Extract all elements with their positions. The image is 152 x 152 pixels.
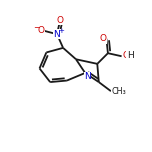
Text: −: − <box>34 24 40 33</box>
Text: O: O <box>100 34 107 43</box>
Text: N: N <box>84 72 91 81</box>
Text: O: O <box>122 51 129 60</box>
Text: CH₃: CH₃ <box>112 87 126 96</box>
Text: N: N <box>54 30 60 39</box>
Text: O: O <box>38 26 45 35</box>
Text: H: H <box>127 51 134 60</box>
Text: O: O <box>57 16 64 25</box>
Text: +: + <box>58 28 64 35</box>
